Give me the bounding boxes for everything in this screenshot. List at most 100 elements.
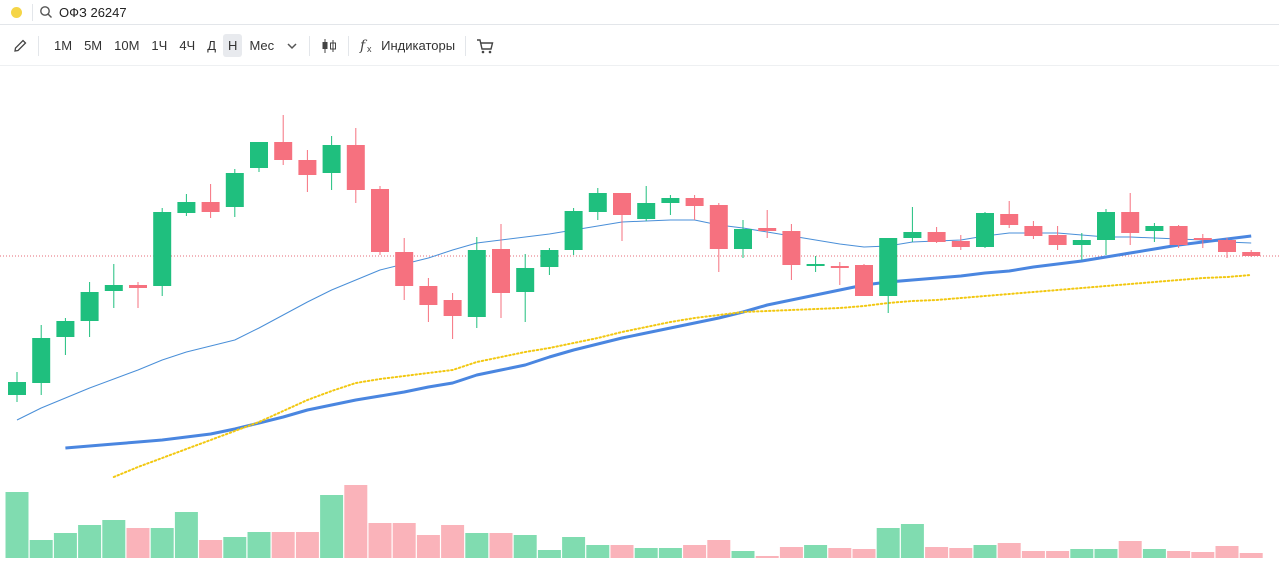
candle-body <box>1097 212 1115 240</box>
volume-bar <box>416 535 440 558</box>
volume-bar <box>465 533 489 558</box>
candle-body <box>32 338 51 383</box>
volume-bar <box>1167 551 1191 558</box>
candle-body <box>879 238 898 296</box>
candle-body <box>1145 226 1164 231</box>
volume-bar <box>1070 549 1094 558</box>
candle-body <box>613 193 631 215</box>
volume-bar <box>1118 541 1142 558</box>
candle-body <box>1193 238 1212 240</box>
dropdown[interactable] <box>285 39 299 53</box>
status-dot <box>11 6 22 18</box>
moving-average-line <box>112 274 1253 478</box>
volume-bar <box>295 532 319 558</box>
volume-bar <box>174 512 198 558</box>
candle-body <box>516 268 535 292</box>
candle-body <box>1242 252 1261 256</box>
volume-bar <box>247 532 271 558</box>
draw-tool[interactable] <box>12 38 28 54</box>
volume-bar <box>29 540 53 558</box>
volume-bar <box>997 543 1021 558</box>
timeframe-button[interactable]: 1Ч <box>151 38 168 53</box>
candle-body <box>8 382 26 395</box>
volume-bar <box>223 537 247 558</box>
volume-bar <box>1142 549 1166 558</box>
candle-body <box>806 264 825 266</box>
volume-bar <box>271 532 295 558</box>
candle-body <box>709 205 728 249</box>
candle-body <box>1048 235 1067 245</box>
timeframe-button[interactable]: Д <box>207 38 217 53</box>
volume-bar <box>1094 549 1118 558</box>
volume-bar <box>755 556 779 558</box>
candle-body <box>540 250 559 267</box>
volume-bar <box>900 524 924 558</box>
volume-bar <box>949 548 973 558</box>
separator <box>309 35 311 56</box>
candle-body <box>758 228 777 231</box>
candle-body <box>637 203 656 219</box>
candle-body <box>56 321 75 337</box>
moving-average-line <box>16 219 1252 421</box>
volume-bar <box>562 537 586 558</box>
volume-bar <box>513 535 537 558</box>
chart-type[interactable] <box>320 37 338 55</box>
search-icon <box>40 6 52 18</box>
volume-bar <box>489 533 513 558</box>
svg-text:f: f <box>359 38 368 54</box>
candle-body <box>661 198 680 203</box>
volume-bar <box>1021 551 1045 558</box>
cart-icon[interactable] <box>476 37 494 55</box>
volume-bar <box>344 485 368 558</box>
candle-body <box>1218 240 1236 252</box>
volume-bar <box>392 523 416 558</box>
candle-body <box>201 202 220 212</box>
candle-body <box>564 211 583 250</box>
candle-body <box>104 285 123 291</box>
timeframe-button[interactable]: 1М <box>54 38 73 53</box>
candle-body <box>951 241 970 247</box>
candle-body <box>250 142 268 168</box>
volume-bar <box>779 547 803 558</box>
candle-body <box>322 145 341 173</box>
timeframe-button[interactable]: 5М <box>84 38 103 53</box>
candle-body <box>129 285 147 288</box>
candle-body <box>80 292 99 321</box>
timeframe-button[interactable]: Н <box>223 34 243 57</box>
volume-bar <box>683 545 707 558</box>
volume-bar <box>150 528 174 558</box>
volume-bar <box>1215 546 1239 558</box>
volume-bar <box>368 523 392 558</box>
volume-bar <box>658 548 682 558</box>
timeframe-button[interactable]: 4Ч <box>179 38 196 53</box>
candle-body <box>492 249 510 293</box>
volume-bar <box>1191 552 1215 558</box>
candle-body <box>395 252 414 286</box>
candle-body <box>1121 212 1140 233</box>
timeframe-button[interactable]: 10М <box>114 38 140 53</box>
candle-body <box>685 198 704 206</box>
volume-bar <box>828 548 852 558</box>
candle-body <box>976 213 994 247</box>
separator <box>32 3 33 21</box>
candle-body <box>346 145 365 190</box>
search-query[interactable]: ОФЗ 26247 <box>59 4 127 20</box>
candle-body <box>177 202 196 213</box>
candle-body <box>830 266 849 268</box>
candle-body <box>419 286 438 305</box>
separator <box>465 35 467 56</box>
candle-body <box>855 265 873 296</box>
indicators-button[interactable]: Индикаторы <box>381 38 456 53</box>
volume-bar <box>5 492 29 558</box>
volume-bar <box>707 540 731 558</box>
volume-bar <box>78 525 102 558</box>
volume-bar <box>610 545 634 558</box>
separator <box>38 35 39 56</box>
candle-body <box>903 232 922 238</box>
candle-body <box>782 231 801 265</box>
timeframe-button[interactable]: Мес <box>249 38 275 53</box>
candle-body <box>1024 226 1043 236</box>
volume-bar <box>53 533 77 558</box>
candle-body <box>1000 214 1019 225</box>
